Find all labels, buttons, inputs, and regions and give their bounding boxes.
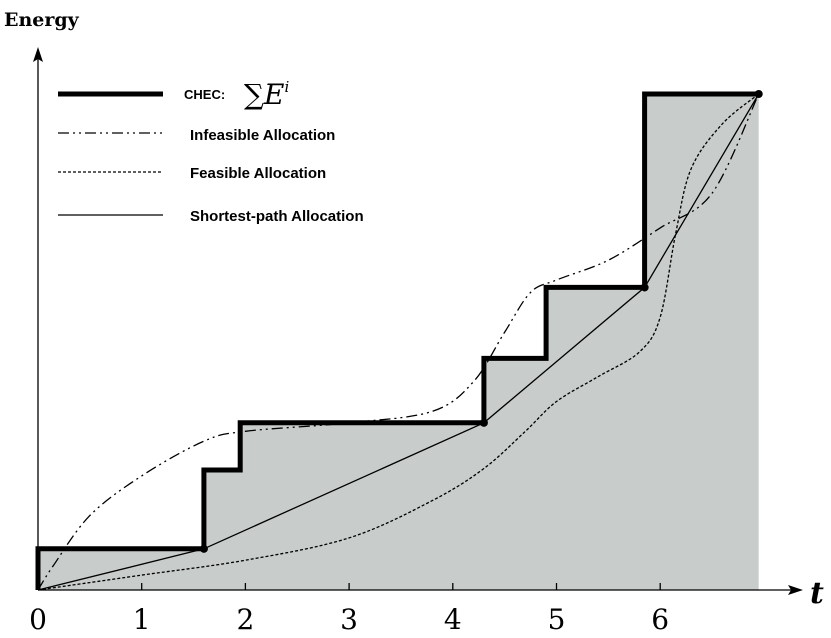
x-tick-label: 4 [444,603,462,636]
y-axis-label: Energy [4,9,80,31]
legend-label-feasible: Feasible Allocation [190,165,326,182]
breakpoint-marker [199,544,208,553]
x-tick-label: 6 [651,603,669,636]
legend: CHEC: ∑Ei Infeasible Allocation Feasible… [58,78,364,225]
x-tick-label: 3 [340,603,358,636]
legend-formula-chec: ∑Ei [244,78,289,111]
legend-formula-main: ∑E [244,78,284,111]
legend-label-chec: CHEC: [184,87,225,102]
x-tick-label: 0 [29,603,47,636]
x-axis-label: t [810,576,824,611]
breakpoint-marker [754,90,763,98]
legend-label-shortest-path: Shortest-path Allocation [190,208,364,225]
legend-label-infeasible: Infeasible Allocation [190,127,335,144]
chec-area-fill [38,94,759,590]
feasible-line [37,93,760,591]
breakpoint-marker [640,283,649,292]
x-axis-arrow [788,585,803,595]
y-axis-arrow [33,47,43,62]
breakpoint-marker [479,418,488,427]
x-tick-label: 1 [133,603,151,636]
legend-formula-superscript: i [284,78,289,96]
x-tick-label: 2 [236,603,254,636]
x-tick-label: 5 [548,603,566,636]
